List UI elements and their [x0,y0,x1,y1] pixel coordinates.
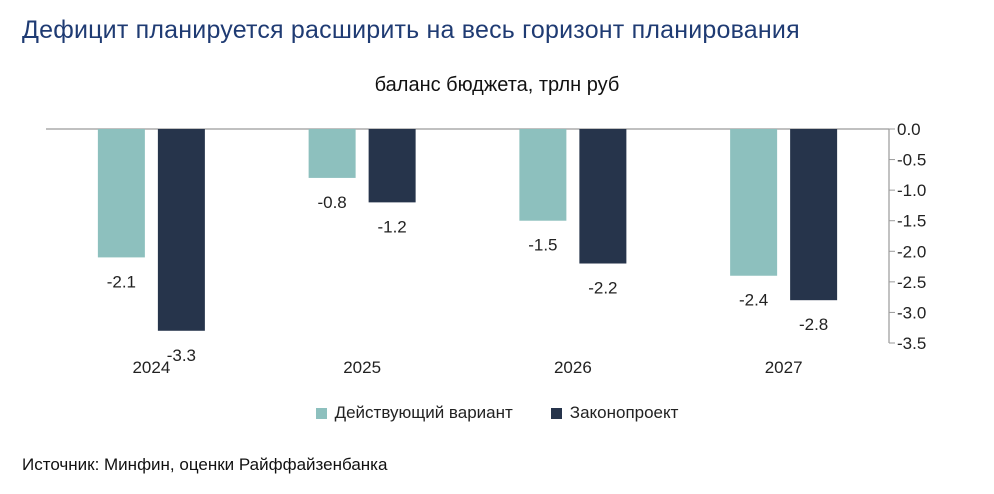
y-tick-label: -2.5 [897,273,926,292]
legend-item-bill: Законопроект [550,403,679,423]
x-category-label: 2026 [554,358,592,377]
legend-swatch-bill [550,407,562,419]
bar-current-2025 [308,129,356,178]
y-tick-label: -1.0 [897,181,926,200]
bar-bill-2024 [157,129,205,331]
y-tick-label: -0.5 [897,151,926,170]
data-label: -1.5 [528,236,557,255]
bar-current-2027 [730,129,778,276]
bar-bill-2027 [790,129,838,301]
bar-bill-2025 [368,129,416,203]
bar-current-2024 [97,129,145,258]
data-label: -2.2 [588,279,617,298]
chart-title: баланс бюджета, трлн руб [374,74,620,96]
data-label: -1.2 [377,217,406,236]
bar-bill-2026 [579,129,627,264]
legend-label-bill: Законопроект [569,403,679,422]
bar-current-2026 [519,129,567,221]
source-note: Источник: Минфин, оценки Райффайзенбанка [22,455,388,474]
x-category-label: 2027 [765,358,803,377]
bar-chart: 0.0 -0.5 -1.0 -1.5 -2.0 -2.5 -3.0 -3.5 -2.1 -3.3… [46,120,926,377]
legend-item-current: Действующий вариант [315,403,513,423]
data-label: -2.8 [799,315,828,334]
y-tick-label: 0.0 [897,120,921,139]
y-tick-label: -2.0 [897,242,926,261]
legend-swatch-current [315,407,327,419]
data-label: -2.1 [107,272,136,291]
x-category-label: 2025 [343,358,381,377]
data-label: -0.8 [317,193,346,212]
data-label: -3.3 [167,346,196,365]
page-title: Дефицит планируется расширить на весь го… [22,16,800,44]
data-label: -2.4 [739,291,768,310]
x-category-label: 2024 [132,358,170,377]
y-tick-label: -3.0 [897,303,926,322]
y-tick-label: -1.5 [897,212,926,231]
y-tick-label: -3.5 [897,334,926,353]
legend: Действующий вариант Законопроект [0,403,994,423]
legend-label-current: Действующий вариант [334,403,513,422]
